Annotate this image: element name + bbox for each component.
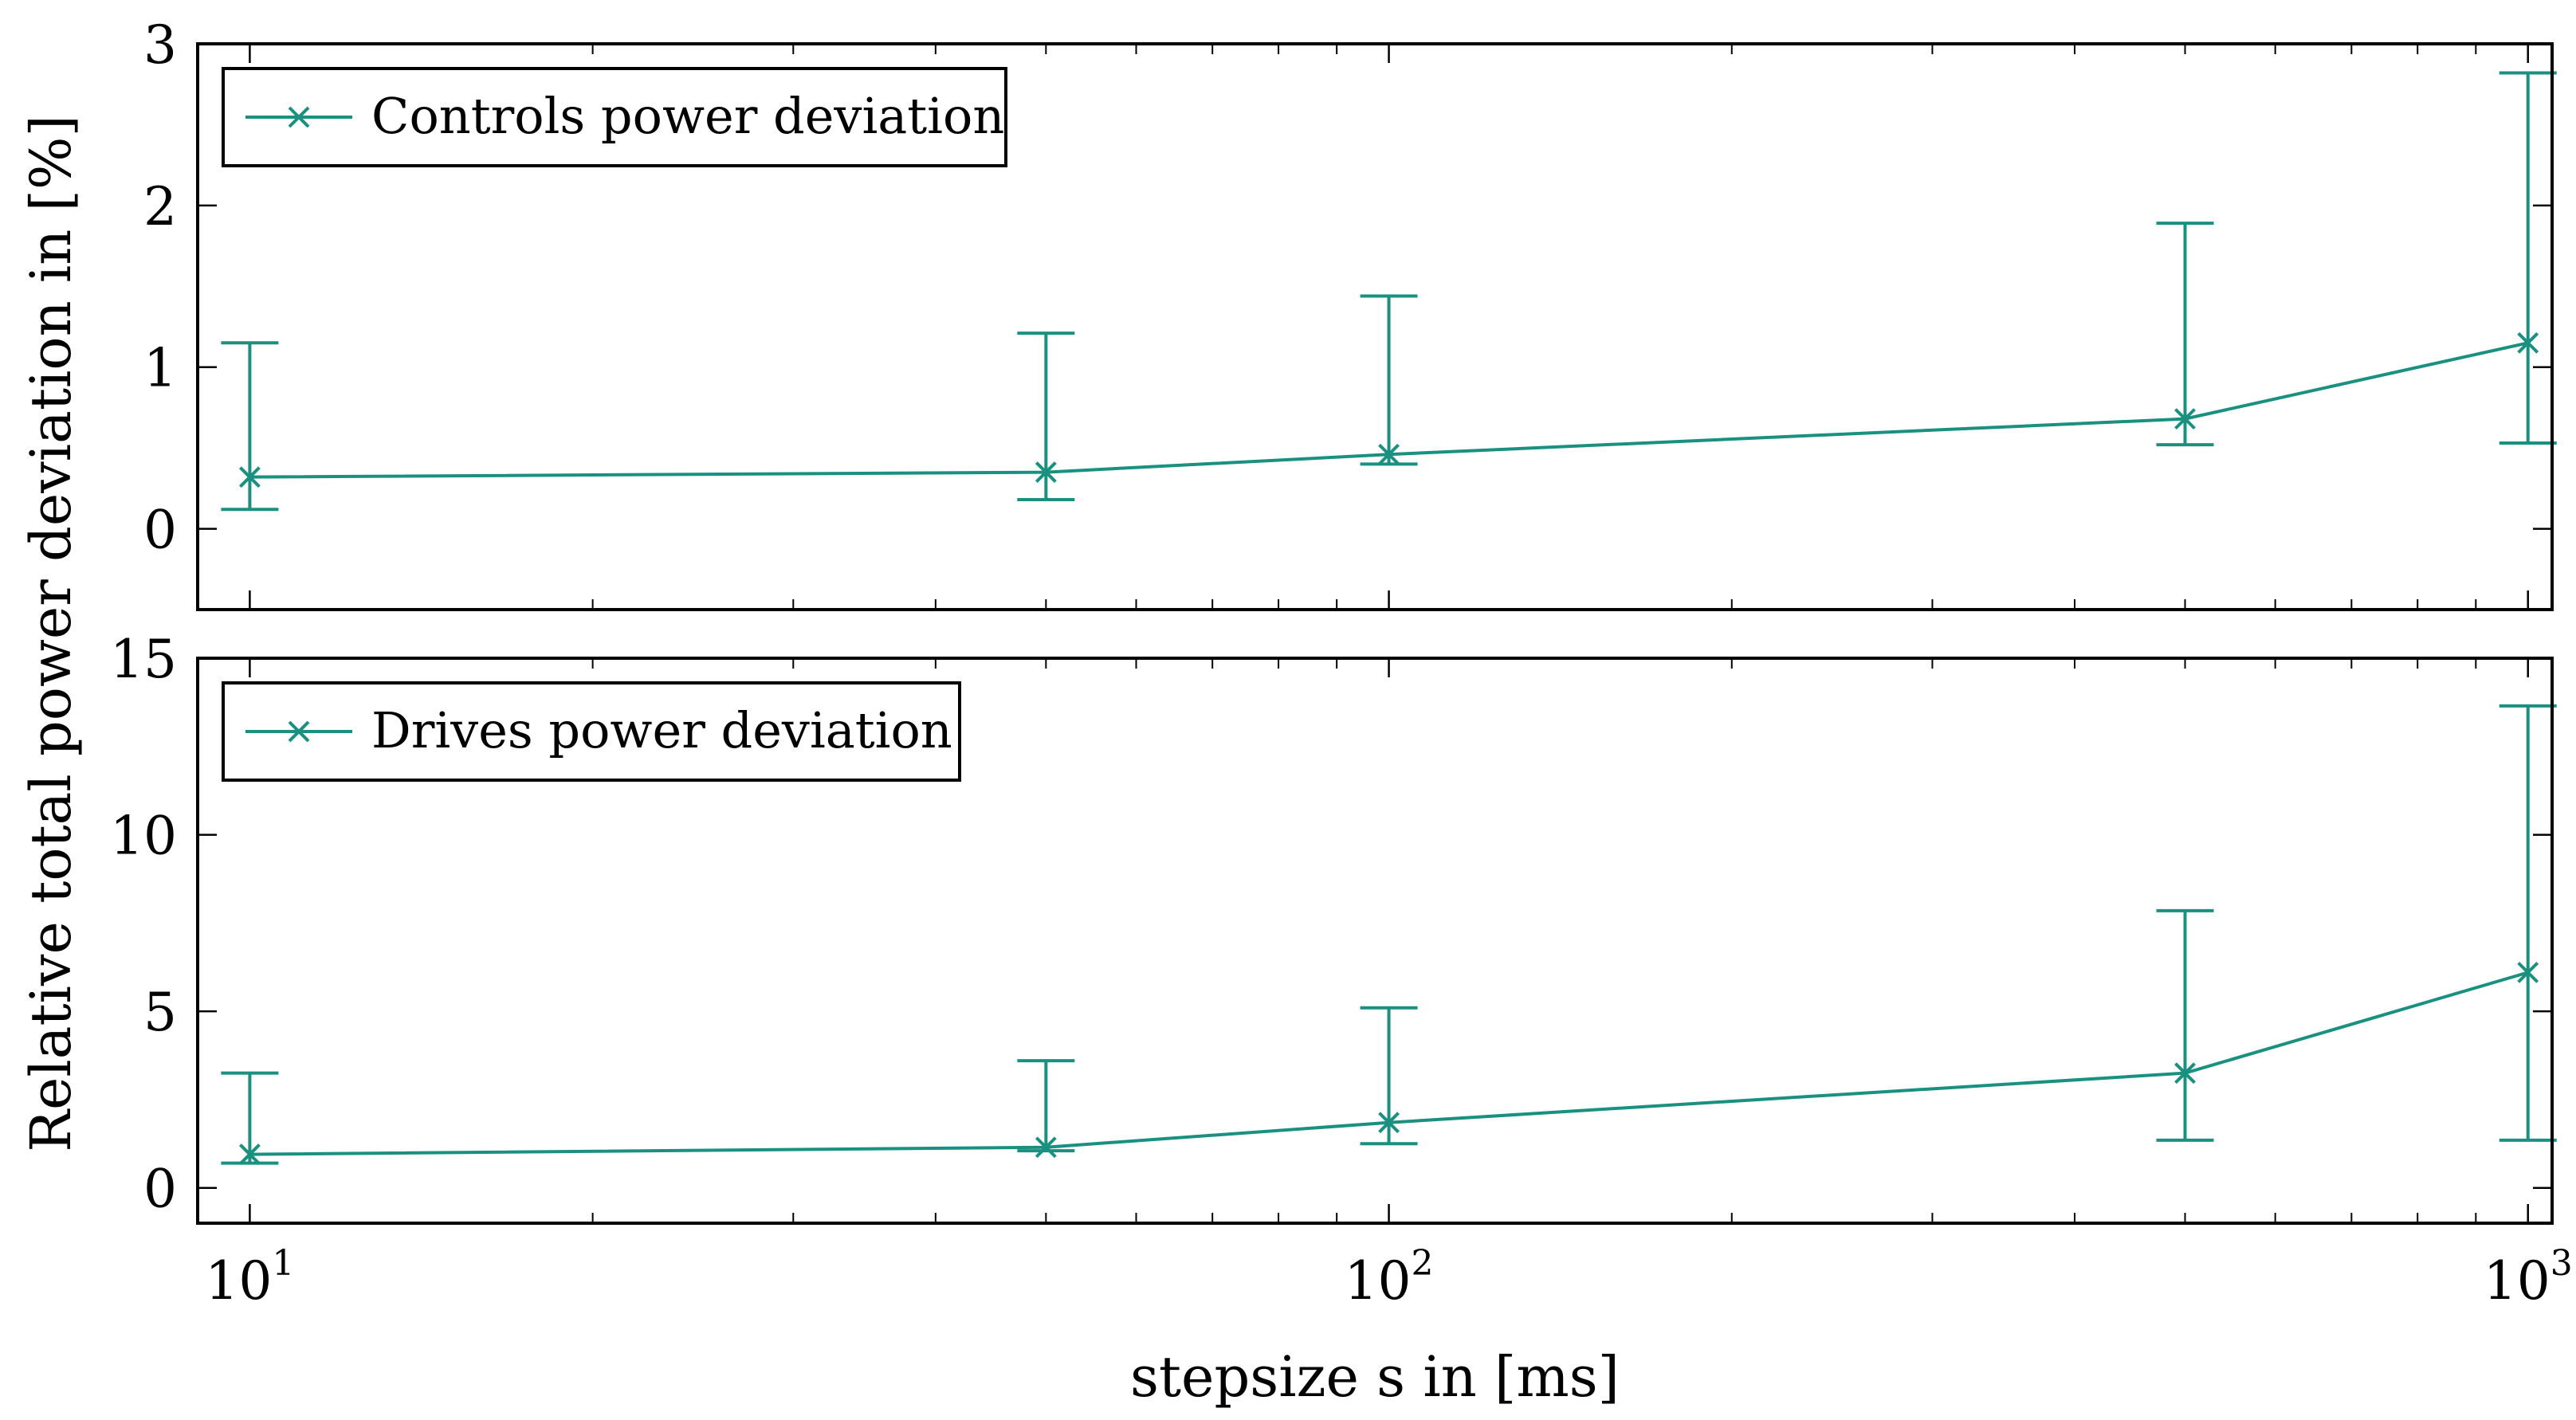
y-tick-label: 0 — [143, 500, 177, 561]
controls-legend-box — [222, 67, 1007, 167]
y-tick-label: 15 — [110, 629, 177, 690]
data-point-marker — [238, 466, 261, 488]
controls-panel: 0 1 2 3 Controls power deviation — [143, 14, 2557, 611]
y-tick-label: 5 — [143, 982, 177, 1043]
y-axis-label: Relative total power deviation in [%] — [18, 115, 84, 1152]
controls-plot-frame — [196, 42, 2554, 611]
y-tick-label: 2 — [143, 176, 177, 237]
data-point-marker — [1035, 461, 1057, 483]
data-point-marker — [1035, 1136, 1057, 1159]
drives-legend: Drives power deviation — [222, 681, 961, 782]
controls-legend-label: Controls power deviation — [371, 87, 1004, 145]
data-point-marker — [238, 1143, 261, 1166]
data-point-marker — [2174, 408, 2196, 430]
controls-legend: Controls power deviation — [222, 67, 1007, 167]
data-point-marker — [2174, 1062, 2196, 1085]
drives-panel: 0 5 10 15 Drives power deviation — [110, 629, 2557, 1225]
drives-minor-ticks — [197, 658, 2477, 1223]
data-point-marker — [2517, 331, 2539, 354]
drives-y-tick-labels: 0 5 10 15 — [110, 629, 177, 1220]
x-tick-label: 103 — [2484, 1243, 2573, 1312]
y-tick-label: 3 — [143, 14, 177, 76]
x-tick-label: 102 — [1345, 1243, 1434, 1312]
drives-legend-label: Drives power deviation — [371, 701, 952, 759]
drives-plot-frame — [196, 657, 2554, 1225]
controls-minor-ticks — [197, 44, 2477, 610]
y-tick-label: 10 — [110, 806, 177, 867]
controls-y-tick-labels: 0 1 2 3 — [143, 14, 177, 561]
x-axis-label: stepsize s in [ms] — [1130, 1344, 1620, 1410]
y-tick-label: 1 — [143, 338, 177, 399]
data-point-marker — [1378, 443, 1400, 465]
controls-series — [221, 71, 2557, 512]
y-tick-label: 0 — [143, 1159, 177, 1220]
drives-legend-marker — [288, 720, 310, 743]
drives-series — [221, 704, 2557, 1166]
x-tick-label: 101 — [205, 1243, 294, 1312]
data-point-marker — [1378, 1112, 1400, 1134]
controls-legend-marker — [288, 106, 310, 128]
x-tick-labels: 101 102 103 — [205, 1243, 2572, 1312]
data-point-marker — [2517, 961, 2539, 983]
